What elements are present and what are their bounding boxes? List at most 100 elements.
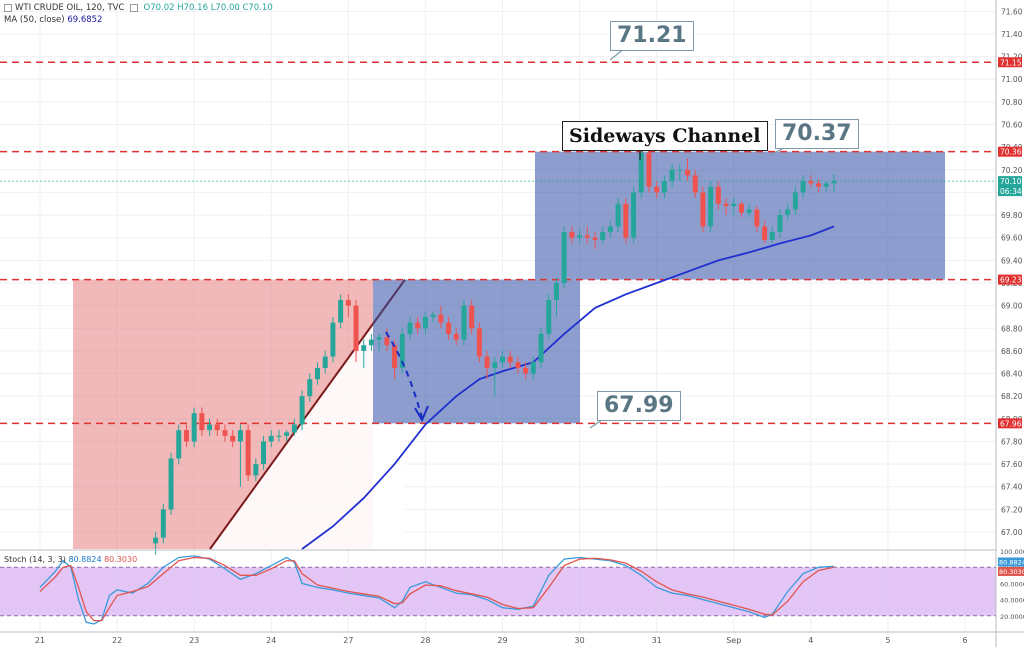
price-tick-label: 68.60 xyxy=(1001,347,1023,356)
price-tick-label: 68.40 xyxy=(1001,370,1023,379)
time-tick-label: 30 xyxy=(574,636,584,645)
stoch-d-value: 80.3030 xyxy=(104,555,138,564)
candle-body xyxy=(338,299,344,323)
time-tick-label: 21 xyxy=(35,636,45,645)
price-tick-label: 69.80 xyxy=(1001,211,1023,220)
candle-body xyxy=(230,435,236,442)
candle-body xyxy=(569,232,575,238)
candle-body xyxy=(291,424,297,433)
candle-body xyxy=(584,235,590,238)
candle-body xyxy=(176,430,182,459)
price-tick-label: 69.00 xyxy=(1001,302,1023,311)
candle-body xyxy=(168,458,174,510)
ma-value: 69.6852 xyxy=(67,15,103,25)
candle-body xyxy=(577,235,583,238)
candle-body xyxy=(685,169,690,176)
time-tick-label: 29 xyxy=(497,636,507,645)
collapse-icon[interactable] xyxy=(4,3,12,12)
price-tick-label: 67.00 xyxy=(1001,528,1023,537)
candle-body xyxy=(785,209,791,216)
candle-body xyxy=(831,181,837,184)
price-tick-label: 71.20 xyxy=(1001,53,1023,62)
rally-trendline xyxy=(209,279,406,550)
candle-body xyxy=(631,192,637,238)
stoch-d-line xyxy=(39,556,835,622)
ma-row: MA (50, close) 69.6852 xyxy=(4,15,102,25)
candle-body xyxy=(623,203,629,238)
price-badge-label: 71.15 xyxy=(1000,58,1022,67)
price-badge-label: 70.10 xyxy=(1000,177,1022,186)
candle-body xyxy=(330,322,336,357)
candle-body xyxy=(183,430,189,442)
symbol-row: WTI CRUDE OIL, 120, TVC O70.02 H70.16 L7… xyxy=(4,3,273,13)
time-tick-label: 24 xyxy=(266,636,276,645)
candle-body xyxy=(816,183,822,187)
time-tick-label: 23 xyxy=(189,636,199,645)
price-badge xyxy=(998,418,1022,429)
candle-body xyxy=(315,367,320,380)
candle-body xyxy=(769,232,775,240)
price-axis-bg xyxy=(996,0,1024,647)
candle-body xyxy=(823,183,829,187)
candle-body xyxy=(561,232,567,283)
stoch-k-line xyxy=(39,555,834,625)
price-tick-label: 70.20 xyxy=(1001,166,1023,175)
candle-body xyxy=(738,203,744,213)
price-tick-label: 71.00 xyxy=(1001,75,1023,84)
ohlc-open: O70.02 xyxy=(143,3,175,13)
sideways-channel-box xyxy=(535,151,945,280)
candle-body xyxy=(607,226,613,233)
stoch-k-value: 80.8824 xyxy=(68,555,102,564)
ohlc-close: C70.10 xyxy=(242,3,273,13)
candle-body xyxy=(160,509,166,538)
projection-arrow xyxy=(385,331,423,419)
candle-body xyxy=(538,333,544,363)
candle-body xyxy=(422,316,428,329)
level-callout-mid: 70.37 xyxy=(775,119,859,149)
candle-body xyxy=(376,337,382,340)
time-tick-label: 28 xyxy=(420,636,430,645)
stoch-tick-label: 60.0000 xyxy=(1000,580,1024,588)
time-tick-label: 6 xyxy=(962,636,967,645)
candle-body xyxy=(484,356,490,368)
candle-body xyxy=(800,181,806,193)
price-tick-label: 67.80 xyxy=(1001,437,1023,446)
candle-body xyxy=(808,181,814,184)
candle-body xyxy=(530,362,536,374)
time-tick-label: 22 xyxy=(112,636,122,645)
price-badge-label: 69.23 xyxy=(1000,276,1022,285)
price-tick-label: 67.40 xyxy=(1001,483,1023,492)
candle-body xyxy=(677,169,683,171)
symbol-label: WTI CRUDE OIL, 120, TVC xyxy=(15,3,125,13)
candle-body xyxy=(322,356,328,368)
stoch-tick-label: 40.0000 xyxy=(1000,597,1024,605)
stoch-band xyxy=(0,567,996,616)
candle-body xyxy=(523,367,529,374)
candle-body xyxy=(661,181,667,193)
candle-body xyxy=(507,356,513,363)
candle-body xyxy=(469,305,475,329)
candle-body xyxy=(222,430,228,436)
price-badge xyxy=(998,57,1022,68)
candle-body xyxy=(214,424,220,431)
projection-arrowhead xyxy=(414,405,429,423)
price-badge-label: 70.36 xyxy=(1000,148,1022,157)
price-badge xyxy=(998,274,1022,285)
settings-icon[interactable] xyxy=(129,3,138,12)
candle-body xyxy=(276,435,282,437)
candle-body xyxy=(268,435,274,442)
candle-body xyxy=(592,237,598,240)
stoch-badge-label: 80.3030 xyxy=(999,568,1024,576)
time-tick-label: 4 xyxy=(808,636,813,645)
candle-body xyxy=(253,464,259,476)
candle-body xyxy=(415,322,421,329)
price-tick-label: 69.60 xyxy=(1001,234,1023,243)
ohlc-low: L70.00 xyxy=(210,3,240,13)
candle-body xyxy=(615,203,621,227)
candle-body xyxy=(453,333,459,340)
candle-body xyxy=(237,430,243,442)
candle-body xyxy=(153,537,159,544)
candle-body xyxy=(191,413,197,442)
candle-body xyxy=(700,192,706,227)
